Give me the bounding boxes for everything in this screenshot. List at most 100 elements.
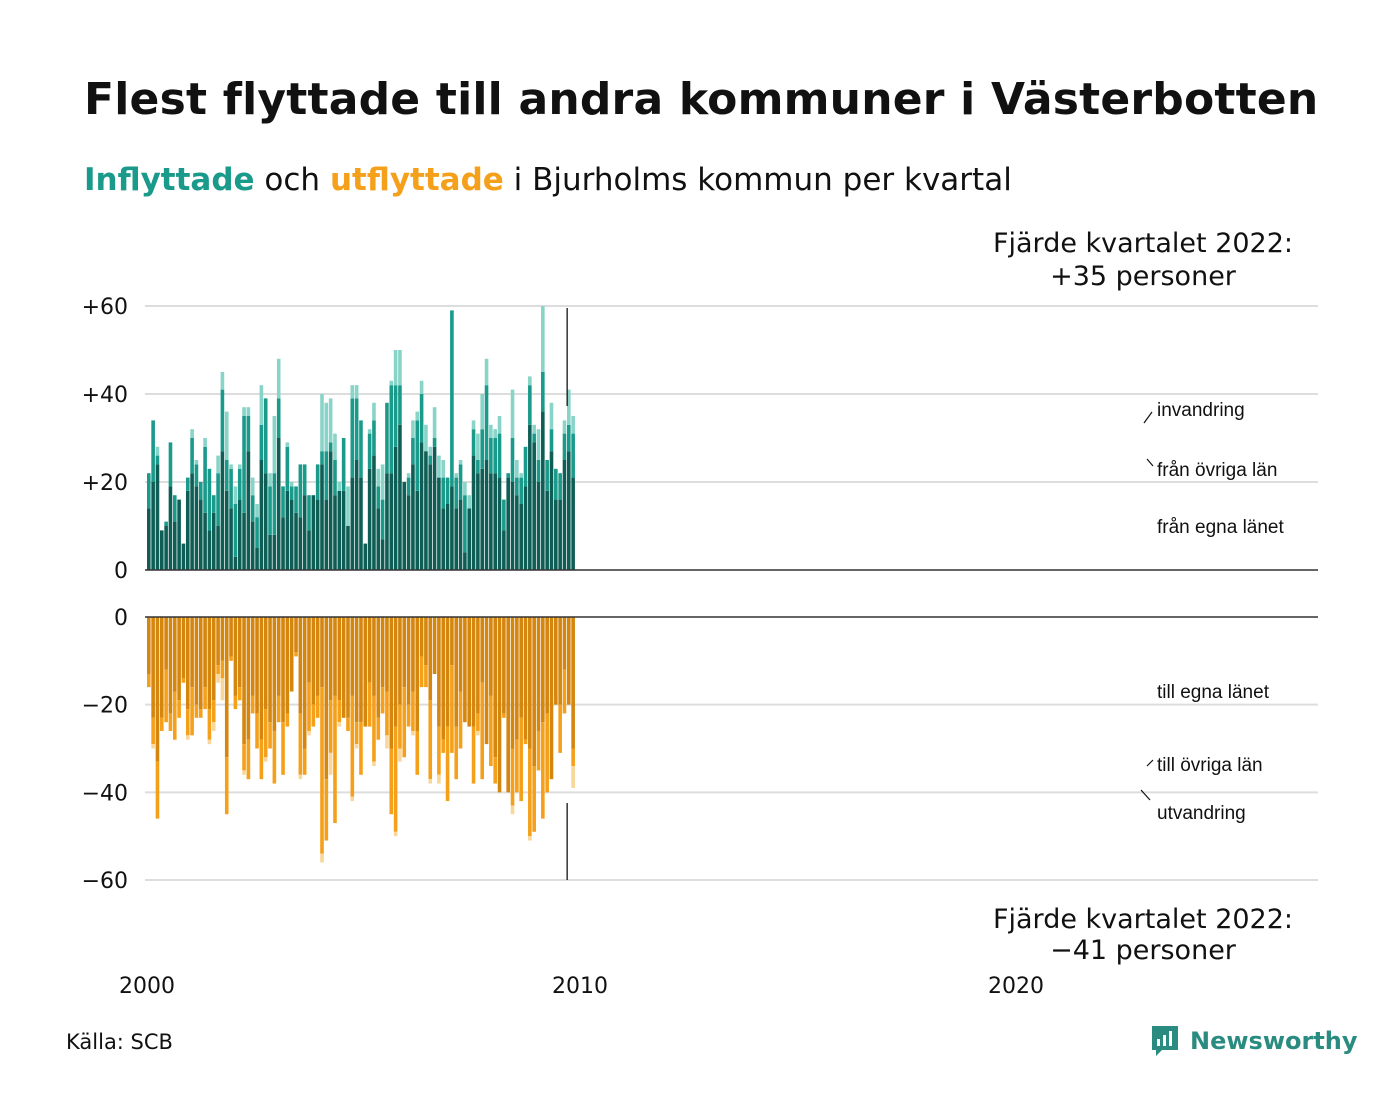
bar-in-own-county	[255, 548, 259, 570]
bar-in-own-county	[424, 451, 428, 570]
bar-out-other-counties	[411, 691, 415, 731]
bar-out-emigration	[437, 774, 441, 784]
bar-out-other-counties	[246, 739, 251, 780]
bar-out-own-county	[506, 617, 510, 793]
bar-in-own-county	[402, 482, 407, 570]
bar-in-other-counties	[541, 372, 545, 412]
bar-in-other-counties	[276, 398, 281, 438]
bar-in-immigration	[324, 402, 329, 452]
bar-in-own-county	[233, 556, 238, 570]
bar-out-own-county	[549, 617, 554, 780]
bar-in-own-county	[224, 490, 229, 570]
bar-out-own-county	[393, 617, 398, 727]
bar-in-own-county	[549, 451, 554, 570]
bar-out-own-county	[172, 617, 177, 692]
bar-out-own-county	[480, 617, 485, 683]
bar-in-own-county	[376, 508, 381, 570]
bar-out-own-county	[289, 617, 294, 692]
bar-in-own-county	[502, 530, 506, 570]
bar-in-immigration	[337, 482, 342, 491]
bar-in-immigration	[328, 398, 333, 443]
bar-out-other-counties	[168, 713, 173, 731]
bar-out-own-county	[354, 617, 359, 723]
bar-in-own-county	[519, 504, 523, 570]
bar-in-other-counties	[194, 464, 199, 487]
bar-out-other-counties	[151, 717, 155, 745]
bar-out-own-county	[294, 617, 298, 653]
top-series-label: invandring	[1157, 400, 1245, 421]
subtitle-rest: i Bjurholms kommun per kvartal	[513, 162, 1012, 198]
bar-in-immigration	[428, 446, 433, 456]
bar-out-other-counties	[333, 695, 337, 824]
bar-out-emigration	[411, 730, 415, 736]
bar-out-own-county	[528, 617, 532, 749]
bar-in-immigration	[484, 358, 489, 386]
bar-out-other-counties	[528, 748, 532, 837]
bar-in-own-county	[367, 468, 372, 570]
bar-out-own-county	[372, 617, 376, 696]
bar-out-other-counties	[272, 730, 277, 784]
bar-in-other-counties	[385, 402, 389, 474]
bar-out-emigration	[185, 735, 190, 740]
bar-out-other-counties	[320, 687, 324, 854]
bar-in-immigration	[372, 402, 376, 421]
bar-in-own-county	[458, 499, 463, 570]
bar-in-immigration	[476, 433, 480, 460]
bar-in-own-county	[489, 473, 493, 570]
bar-out-emigration	[428, 779, 433, 784]
bar-out-emigration	[510, 805, 515, 815]
bar-in-immigration	[376, 468, 381, 487]
bar-in-immigration	[528, 376, 532, 386]
bar-in-other-counties	[519, 477, 523, 504]
bar-in-other-counties	[571, 433, 575, 478]
bar-in-own-county	[177, 499, 181, 570]
subtitle-and-word: och	[264, 162, 321, 198]
bar-in-other-counties	[380, 499, 385, 540]
bar-in-immigration	[541, 306, 545, 372]
bar-out-other-counties	[315, 695, 320, 718]
bar-in-other-counties	[207, 468, 212, 531]
bar-out-own-county	[224, 617, 229, 758]
bar-out-own-county	[155, 617, 160, 762]
bar-in-own-county	[528, 424, 532, 570]
bar-in-own-county	[237, 499, 242, 570]
bar-out-own-county	[441, 617, 446, 740]
bar-out-emigration	[328, 752, 333, 775]
bar-in-immigration	[194, 460, 199, 465]
top-tick-label: +20	[82, 471, 128, 496]
bar-out-own-county	[536, 617, 541, 731]
bar-in-immigration	[346, 486, 350, 526]
bar-out-other-counties	[346, 717, 350, 731]
bar-in-own-county	[285, 490, 290, 570]
top-tick-label: +40	[82, 383, 128, 408]
bar-in-own-county	[363, 543, 368, 570]
bar-in-other-counties	[220, 389, 225, 452]
bar-out-other-counties	[424, 665, 428, 688]
bar-out-own-county	[263, 617, 268, 710]
bar-out-other-counties	[454, 726, 459, 780]
bar-out-emigration	[385, 735, 389, 749]
bar-in-immigration	[432, 407, 437, 438]
bar-in-other-counties	[298, 464, 303, 518]
bar-out-own-county	[406, 617, 411, 705]
bar-out-other-counties	[428, 700, 433, 780]
source-note: Källa: SCB	[66, 1030, 173, 1054]
bar-out-emigration	[372, 761, 376, 767]
bar-out-own-county	[437, 617, 441, 727]
bar-out-other-counties	[307, 682, 311, 731]
bar-out-other-counties	[185, 709, 190, 736]
bar-in-own-county	[320, 464, 324, 570]
bar-out-emigration	[354, 744, 359, 749]
bar-out-other-counties	[389, 748, 394, 815]
bar-out-own-county	[402, 617, 407, 688]
bar-in-other-counties	[489, 438, 493, 474]
bar-in-own-county	[359, 477, 363, 570]
bar-in-other-counties	[376, 486, 381, 509]
bar-in-other-counties	[393, 385, 398, 447]
bar-out-own-county	[463, 617, 467, 723]
bar-in-other-counties	[554, 468, 558, 500]
bar-out-own-county	[385, 617, 389, 692]
bottom-annotation-text: Fjärde kvartalet 2022:	[993, 904, 1293, 935]
bar-out-own-county	[554, 617, 558, 705]
bar-out-other-counties	[276, 695, 281, 723]
